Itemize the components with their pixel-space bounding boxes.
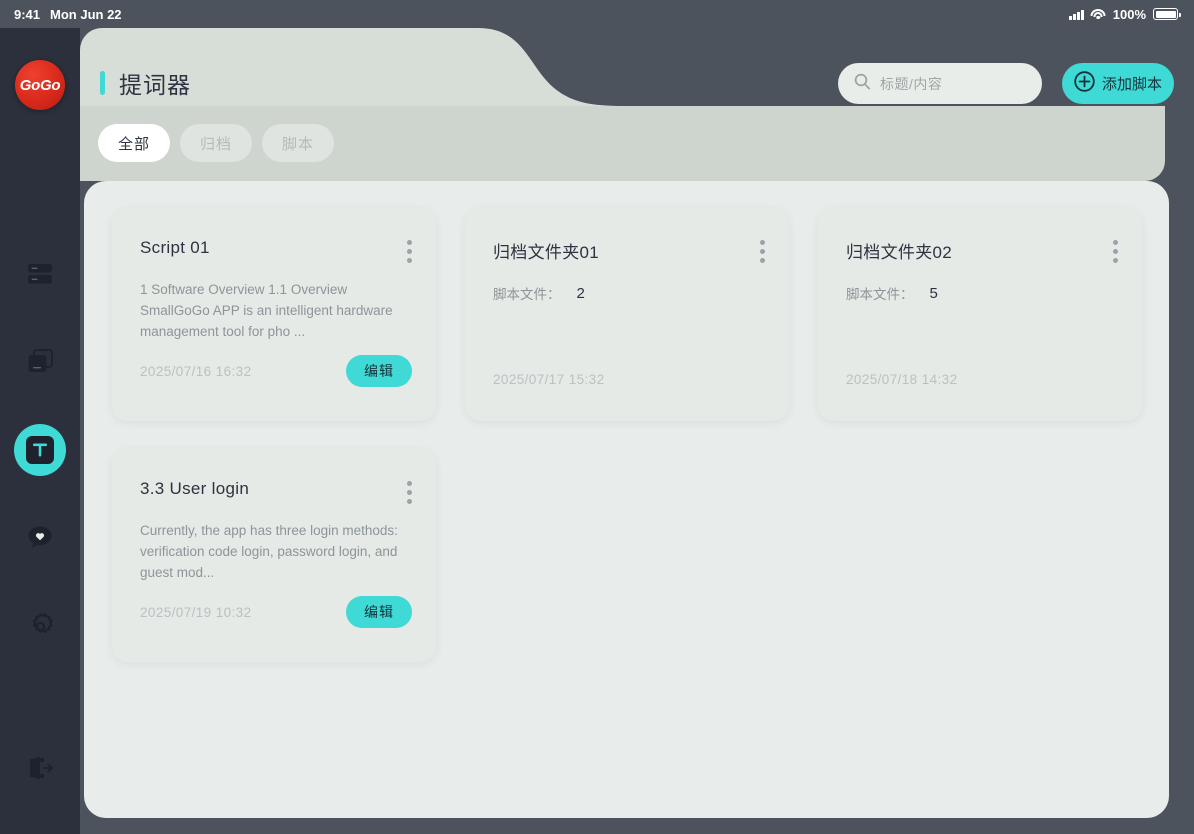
more-vertical-icon[interactable] <box>407 481 412 504</box>
app-logo: GoGo <box>15 60 65 110</box>
folder-card[interactable]: 归档文件夹01 脚本文件： 2 2025/07/17 15:32 <box>465 208 789 421</box>
search-placeholder: 标题/内容 <box>880 75 943 92</box>
file-count-label: 脚本文件： <box>846 287 914 302</box>
page-title: 提词器 <box>119 72 191 98</box>
sidebar-item-logout[interactable] <box>14 742 66 794</box>
logout-door-icon <box>27 755 54 781</box>
tab-script[interactable]: 脚本 <box>262 124 335 162</box>
text-t-icon <box>26 436 54 464</box>
card-date: 2025/07/19 10:32 <box>140 604 252 620</box>
sidebar-item-media-library[interactable] <box>14 336 66 388</box>
sidebar-nav <box>14 248 66 652</box>
sidebar-item-device-list[interactable] <box>14 248 66 300</box>
tab-bar: 全部 归档 脚本 <box>98 124 335 162</box>
title-accent-bar <box>100 71 105 95</box>
card-footer: 2025/07/18 14:32 <box>846 372 1118 387</box>
tab-archive-label: 归档 <box>200 135 233 153</box>
card-body-text: 1 Software Overview 1.1 Overview SmallGo… <box>140 282 393 339</box>
wifi-icon <box>1090 8 1106 20</box>
more-vertical-icon[interactable] <box>760 240 765 263</box>
layers-copy-icon <box>27 349 54 375</box>
card-body-text: Currently, the app has three login metho… <box>140 523 398 580</box>
battery-full-icon <box>1153 8 1181 20</box>
content-panel: Script 01 1 Software Overview 1.1 Overvi… <box>84 181 1169 818</box>
battery-percent-label: 100% <box>1112 6 1146 22</box>
tab-bar-panel <box>80 106 1165 181</box>
card-title: 归档文件夹01 <box>493 243 600 262</box>
sidebar-item-settings[interactable] <box>14 600 66 652</box>
file-count-label: 脚本文件： <box>493 287 561 302</box>
edit-button[interactable]: 编辑 <box>346 596 412 628</box>
plus-circle-icon <box>1074 71 1095 96</box>
card-date: 2025/07/18 14:32 <box>846 372 958 387</box>
card-file-count: 脚本文件： 5 <box>846 283 1114 303</box>
status-bar-right: 100% <box>1069 6 1181 22</box>
server-stack-icon <box>27 263 53 285</box>
edit-button[interactable]: 编辑 <box>346 355 412 387</box>
card-footer: 2025/07/16 16:32 编辑 <box>140 355 412 387</box>
heart-bubble-icon <box>27 525 53 551</box>
card-date: 2025/07/17 15:32 <box>493 372 605 387</box>
signal-bars-icon <box>1069 9 1084 20</box>
script-card[interactable]: 3.3 User login Currently, the app has th… <box>112 449 436 662</box>
script-card[interactable]: Script 01 1 Software Overview 1.1 Overvi… <box>112 208 436 421</box>
status-bar: 9:41 Mon Jun 22 100% <box>0 0 1194 28</box>
card-footer: 2025/07/17 15:32 <box>493 372 765 387</box>
page-title-wrapper: 提词器 <box>100 66 191 100</box>
gear-icon <box>27 612 54 640</box>
status-date: Mon Jun 22 <box>50 6 122 22</box>
more-vertical-icon[interactable] <box>1113 240 1118 263</box>
sidebar-item-teleprompter[interactable] <box>14 424 66 476</box>
card-title: Script 01 <box>140 238 210 257</box>
main-area: 提词器 标题/内容 添加脚本 全部 归档 脚本 <box>80 28 1194 834</box>
add-script-label: 添加脚本 <box>1101 76 1162 93</box>
card-date: 2025/07/16 16:32 <box>140 363 252 379</box>
card-title: 3.3 User login <box>140 479 250 498</box>
card-footer: 2025/07/19 10:32 编辑 <box>140 596 412 628</box>
tab-all[interactable]: 全部 <box>98 124 171 162</box>
card-file-count: 脚本文件： 2 <box>493 283 761 303</box>
more-vertical-icon[interactable] <box>407 240 412 263</box>
file-count-value: 5 <box>929 284 938 302</box>
sidebar-item-favorites[interactable] <box>14 512 66 564</box>
file-count-value: 2 <box>576 284 585 302</box>
search-input[interactable]: 标题/内容 <box>838 63 1042 104</box>
tab-script-label: 脚本 <box>282 135 315 153</box>
status-time: 9:41 <box>14 6 41 22</box>
card-grid: Script 01 1 Software Overview 1.1 Overvi… <box>112 208 1169 662</box>
tab-archive[interactable]: 归档 <box>180 124 253 162</box>
add-script-button[interactable]: 添加脚本 <box>1062 63 1174 104</box>
card-title: 归档文件夹02 <box>846 243 953 262</box>
search-icon <box>854 73 871 95</box>
status-bar-left: 9:41 Mon Jun 22 <box>14 7 122 22</box>
sidebar: GoGo <box>0 28 80 834</box>
folder-card[interactable]: 归档文件夹02 脚本文件： 5 2025/07/18 14:32 <box>818 208 1142 421</box>
tab-all-label: 全部 <box>118 135 151 153</box>
